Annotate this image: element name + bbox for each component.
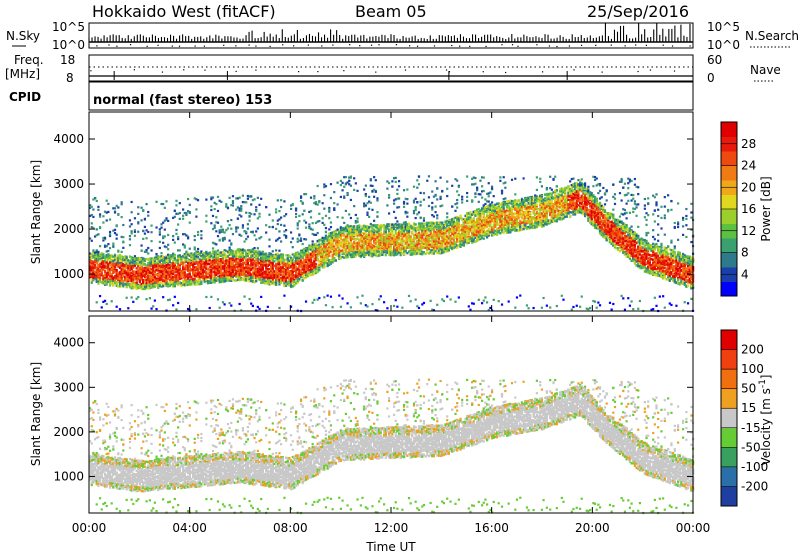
colorbar-swatch [721,238,737,253]
y-tick-label: 3000 [53,177,84,191]
x-tick-label: 00:00 [72,521,107,535]
power-ylabel: Slant Range [km] [29,160,43,264]
colorbar-tick-label: 20 [741,180,756,194]
x-tick-label: 04:00 [172,521,207,535]
x-tick-label: 00:00 [676,521,711,535]
velocity-ylabel: Slant Range [km] [29,362,43,466]
noise-right-tick-bottom: 10^0 [707,38,740,52]
x-tick-label: 16:00 [474,521,509,535]
colorbar-swatch [721,122,737,137]
power-colorbar: 28 24 20 16 12 8 4 Power [dB] [720,121,773,297]
colorbar-tick-label: 100 [741,362,764,376]
colorbar-tick-label: 15 [741,401,756,415]
colorbar-swatch [721,151,737,166]
nsearch-label: N.Search [745,29,799,43]
noise-left-tick-top: 10^5 [52,20,85,34]
colorbar-tick-label: -50 [741,440,761,454]
noise-panel: N.Sky 10^5 10^0 10^5 10^0 N.Search [6,20,799,52]
colorbar-swatch [721,388,737,409]
station-title: Hokkaido West (fitACF) [92,2,276,21]
nsky-label: N.Sky [6,29,40,43]
freq-tick-top: 18 [60,53,75,67]
colorbar-swatch [721,165,737,181]
colorbar-swatch [721,447,737,468]
y-tick-label: 1000 [53,469,84,483]
y-tick-label: 2000 [53,222,84,236]
velocity-colorbar: 200 100 50 15 -15 -50 -100 -200 Velocity [m s-1… [720,329,773,507]
nave-tick-top: 60 [707,53,722,67]
colorbar-swatch [721,252,737,268]
nave-label: Nave [750,63,781,77]
x-tick-label: 20:00 [575,521,610,535]
power-panel: 4000 3000 2000 1000 [53,111,695,313]
y-tick-label: 3000 [53,380,84,394]
y-tick-label: 4000 [53,132,84,146]
colorbar-swatch [721,369,737,390]
cpid-text: normal (fast stereo) 153 [93,93,272,108]
colorbar-tick-label: 16 [741,202,756,216]
colorbar-tick-label: -100 [741,460,768,474]
x-tick-label: 08:00 [273,521,308,535]
y-tick-label: 4000 [53,336,84,350]
colorbar-tick-label: 12 [741,224,756,238]
y-tick-label: 2000 [53,425,84,439]
colorbar-tick-label: 24 [741,159,756,173]
freq-units-label: [MHz] [5,67,40,81]
cpid-label: CPID [9,90,41,104]
noise-right-tick-top: 10^5 [707,20,740,34]
colorbar-swatch [721,330,737,351]
freq-panel: Freq. [MHz] 18 8 60 0 Nave [5,53,781,85]
x-tick-label: 12:00 [374,521,409,535]
colorbar-tick-label: -15 [741,421,761,435]
velocity-colorbar-label: Velocity [m s-1] [758,375,773,466]
colorbar-tick-label: 50 [741,382,756,396]
colorbar-swatch [721,209,737,224]
noise-left-tick-bottom: 10^0 [52,38,85,52]
x-axis-label: Time UT [365,540,416,554]
colorbar-swatch [721,194,737,210]
colorbar-swatch [721,281,737,297]
beam-title: Beam 05 [355,2,427,21]
power-colorbar-label: Power [dB] [759,176,773,241]
colorbar-tick-label: 4 [741,267,749,281]
colorbar-tick-label: 28 [741,137,756,151]
freq-label: Freq. [14,53,44,67]
colorbar-tick-label: -200 [741,479,768,493]
colorbar-swatch [721,486,737,507]
colorbar-tick-label: 200 [741,343,764,357]
freq-tick-bottom: 8 [66,71,74,85]
colorbar-swatch [721,466,737,487]
velocity-panel: 4000 3000 2000 1000 00:00 04:00 08:00 12:00 16:… [53,112,710,535]
colorbar-tick-label: 8 [741,246,749,260]
cpid-panel: CPID normal (fast stereo) 153 [9,81,694,111]
date-title: 25/Sep/2016 [587,2,689,21]
y-tick-label: 1000 [53,267,84,281]
nave-tick-bottom: 0 [707,71,715,85]
colorbar-swatch [721,427,737,448]
colorbar-swatch [721,408,737,429]
colorbar-swatch [721,349,737,370]
